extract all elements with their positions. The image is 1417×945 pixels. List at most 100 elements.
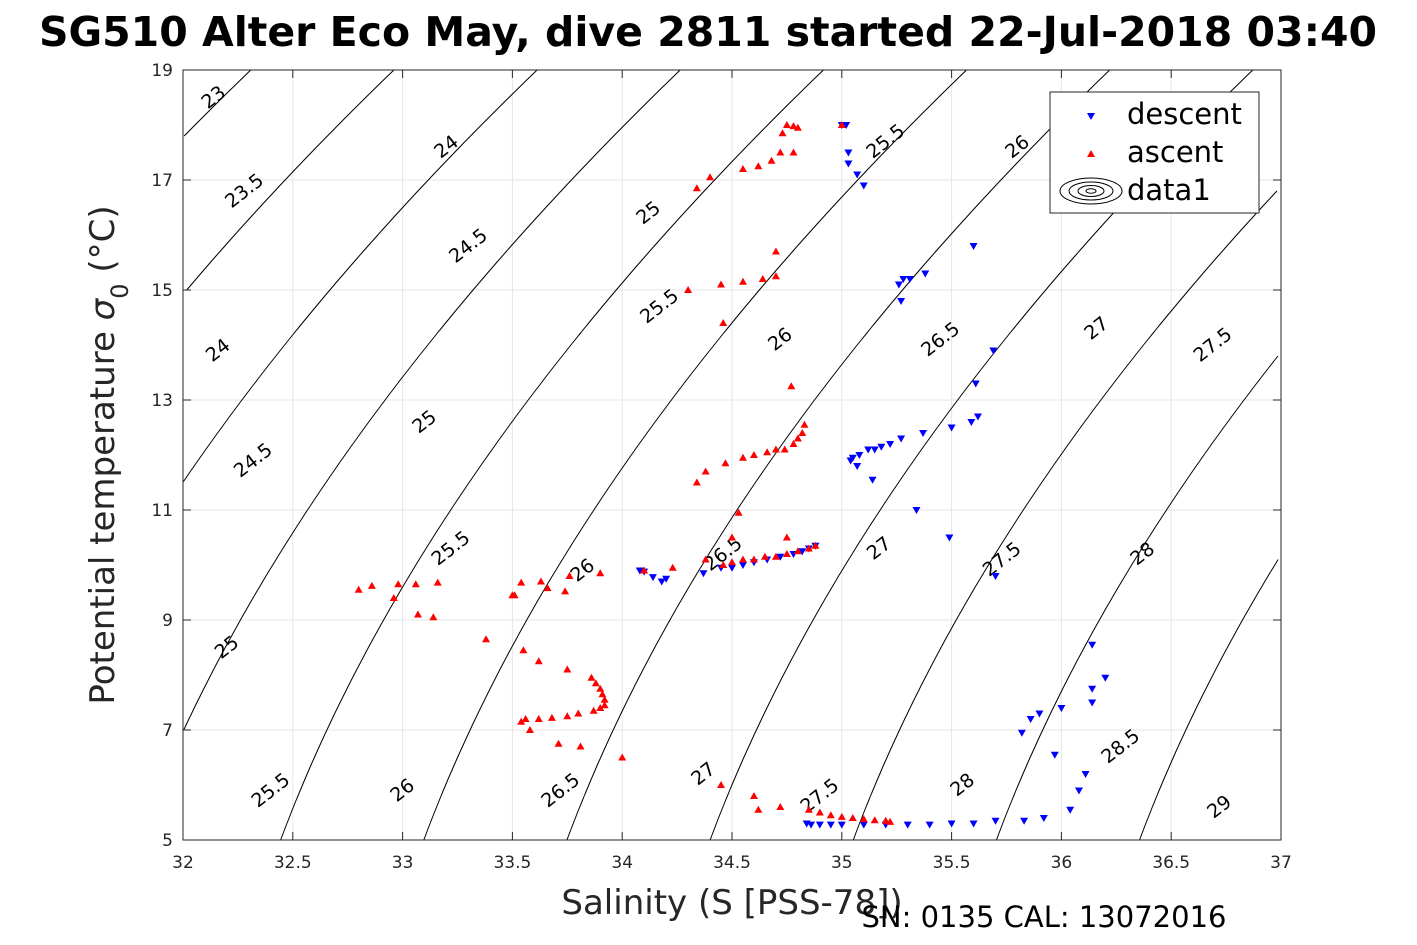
ascent-marker xyxy=(793,123,802,131)
ascent-marker xyxy=(589,706,598,714)
ascent-marker xyxy=(804,805,813,813)
ascent-marker xyxy=(728,533,736,541)
ascent-marker xyxy=(719,561,728,568)
ascent-marker xyxy=(776,148,785,156)
ascent-marker xyxy=(640,566,649,574)
ascent-marker xyxy=(859,815,868,823)
x-tick-label: 36.5 xyxy=(1152,853,1190,873)
descent-marker xyxy=(1057,705,1066,712)
ascent-marker xyxy=(848,814,857,821)
ascent-marker xyxy=(587,673,596,681)
ascent-marker xyxy=(719,319,728,326)
descent-marker xyxy=(662,575,671,583)
ascent-marker xyxy=(543,584,552,592)
ascent-marker xyxy=(521,715,530,722)
descent-marker xyxy=(1066,806,1075,814)
ascent-marker xyxy=(534,715,543,722)
descent-marker xyxy=(802,820,811,828)
ascent-marker xyxy=(394,580,403,588)
descent-marker xyxy=(798,548,807,556)
y-tick-label: 11 xyxy=(151,501,173,521)
descent-marker xyxy=(635,567,644,575)
density-contour-line xyxy=(183,69,252,137)
descent-marker xyxy=(905,276,914,283)
ascent-marker xyxy=(789,148,798,156)
x-axis-label: Salinity (S [PSS-78]) xyxy=(561,883,902,923)
ascent-marker xyxy=(760,552,769,560)
descent-marker xyxy=(837,821,846,829)
ascent-marker xyxy=(793,434,802,442)
legend-data1-label: data1 xyxy=(1127,173,1211,207)
ascent-marker xyxy=(429,613,438,621)
descent-marker xyxy=(826,821,835,829)
x-axis-ticks: 32 32.5 33 33.5 34 34.5 35 35.5 36 36.5 37 xyxy=(172,70,1292,873)
descent-marker xyxy=(899,276,908,283)
x-tick-label: 34 xyxy=(611,853,633,873)
y-tick-label: 9 xyxy=(162,611,173,631)
descent-marker xyxy=(947,820,956,828)
ascent-marker xyxy=(534,657,543,665)
x-tick-label: 36 xyxy=(1051,853,1073,873)
descent-marker xyxy=(969,243,978,250)
legend-ascent-label: ascent xyxy=(1127,135,1223,169)
ascent-marker xyxy=(367,581,376,589)
descent-marker xyxy=(921,270,930,278)
descent-marker xyxy=(868,476,877,484)
chart-title: SG510 Alter Eco May, dive 2811 started 2… xyxy=(39,8,1377,56)
data-markers xyxy=(354,121,1110,829)
serial-calibration-footer: SN: 0135 CAL: 13072016 xyxy=(862,900,1227,934)
legend-ascent-marker xyxy=(1087,150,1095,157)
ascent-marker xyxy=(536,577,545,585)
ascent-marker xyxy=(782,121,791,128)
x-tick-label: 35 xyxy=(831,853,853,873)
descent-marker xyxy=(886,441,895,448)
ascent-marker xyxy=(738,165,747,172)
ascent-marker xyxy=(565,572,574,579)
descent-marker xyxy=(894,281,903,289)
ascent-marker xyxy=(596,569,605,577)
ascent-marker xyxy=(600,701,609,709)
ascent-marker xyxy=(389,594,398,601)
descent-marker xyxy=(967,419,976,426)
descent-marker xyxy=(855,452,864,459)
y-tick-label: 17 xyxy=(151,171,173,191)
ascent-marker xyxy=(554,739,563,747)
x-tick-label: 33.5 xyxy=(493,853,531,873)
descent-marker xyxy=(877,443,886,451)
ascent-marker xyxy=(692,184,701,192)
ascent-marker xyxy=(596,704,605,711)
descent-marker xyxy=(728,564,736,572)
descent-marker xyxy=(1026,716,1035,723)
ascent-marker xyxy=(354,585,363,593)
y-axis-ticks: 5 7 9 11 13 15 17 19 xyxy=(151,61,1281,851)
ascent-marker xyxy=(701,467,710,475)
descent-marker xyxy=(1101,674,1110,682)
descent-marker xyxy=(1088,641,1097,649)
descent-marker xyxy=(1039,815,1048,822)
x-tick-label: 32.5 xyxy=(274,853,312,873)
ascent-marker xyxy=(563,665,572,673)
series-ascent xyxy=(354,121,895,825)
ascent-marker xyxy=(837,812,846,820)
x-tick-label: 32 xyxy=(172,853,194,873)
density-contour-line xyxy=(566,69,1111,841)
ascent-marker xyxy=(870,816,879,824)
x-tick-label: 34.5 xyxy=(713,853,751,873)
ascent-marker xyxy=(574,709,583,717)
descent-marker xyxy=(1050,751,1059,759)
descent-marker xyxy=(699,570,708,578)
descent-marker xyxy=(1035,710,1044,718)
descent-marker xyxy=(1020,817,1029,825)
y-tick-label: 5 xyxy=(162,831,173,851)
ascent-marker xyxy=(525,726,534,733)
ascent-marker xyxy=(668,563,677,571)
descent-marker xyxy=(870,446,879,454)
ascent-marker xyxy=(771,247,780,255)
ascent-marker xyxy=(600,695,609,703)
descent-marker xyxy=(989,347,998,355)
descent-marker xyxy=(969,820,978,828)
ascent-marker xyxy=(758,275,767,282)
descent-marker xyxy=(1017,729,1026,737)
x-tick-label: 33 xyxy=(392,853,414,873)
